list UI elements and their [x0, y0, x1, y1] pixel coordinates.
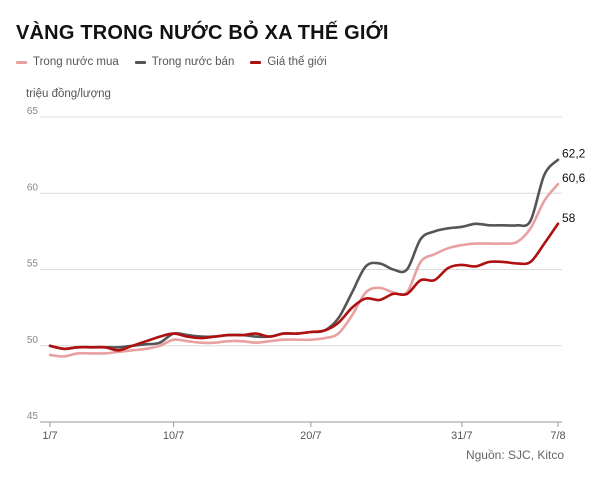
chart-title: VÀNG TRONG NƯỚC BỎ XA THẾ GIỚI — [16, 22, 389, 44]
legend-item-trong-nuoc-mua: Trong nước mua — [16, 56, 119, 68]
legend-item-trong-nuoc-ban: Trong nước bán — [134, 56, 235, 68]
source-note: Nguồn: SJC, Kitco — [465, 448, 564, 462]
y-tick-label: 45 — [27, 411, 39, 422]
chart-legend: Trong nước mua Trong nước bán Giá thế gi… — [16, 56, 327, 68]
legend-swatch-trong-nuoc-mua — [16, 60, 27, 64]
legend-swatch-gia-the-gioi — [250, 60, 262, 64]
legend-label-gia-the-gioi: Giá thế giới — [267, 56, 327, 68]
legend-label-trong-nuoc-ban: Trong nước bán — [151, 56, 235, 68]
x-tick-label: 1/7 — [42, 430, 57, 442]
end-label-trong-nuoc-ban: 62,2 — [562, 147, 586, 161]
end-label-trong-nuoc-mua: 60,6 — [562, 171, 586, 185]
legend-swatch-trong-nuoc-ban — [134, 60, 146, 64]
legend-item-gia-the-gioi: Giá thế giới — [250, 56, 327, 68]
y-tick-label: 65 — [27, 106, 39, 117]
series-line-gia-the-gioi — [48, 222, 560, 352]
x-tick-label: 20/7 — [300, 430, 321, 442]
series-line-trong-nuoc-ban — [48, 158, 560, 351]
y-tick-label: 55 — [27, 259, 39, 270]
y-tick-label: 50 — [27, 335, 39, 346]
series-line-trong-nuoc-mua — [48, 182, 560, 358]
x-tick-label: 31/7 — [451, 430, 472, 442]
y-axis-unit-label: triệu đồng/lượng — [26, 88, 111, 100]
x-tick-label: 10/7 — [163, 430, 184, 442]
end-label-gia-the-gioi: 58 — [562, 211, 576, 225]
legend-label-trong-nuoc-mua: Trong nước mua — [33, 56, 119, 68]
x-tick-label: 7/8 — [550, 430, 565, 442]
y-tick-label: 60 — [27, 182, 39, 193]
